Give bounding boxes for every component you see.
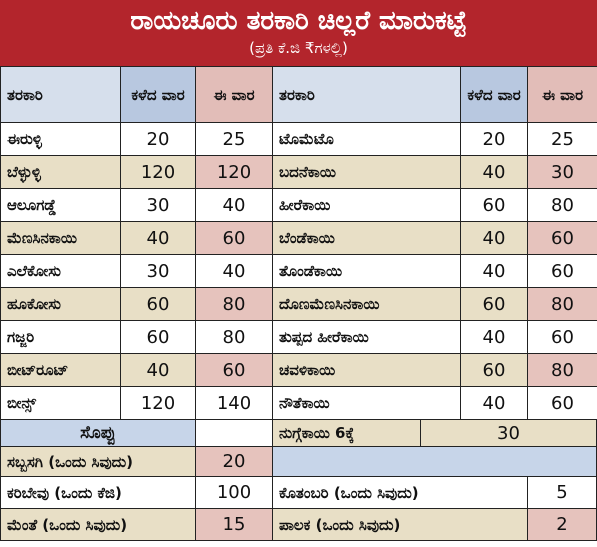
column-header: ತರಕಾರಿ xyxy=(272,66,461,123)
price: 30 xyxy=(120,254,196,288)
price: 60 xyxy=(527,254,597,288)
price: 40 xyxy=(460,320,528,354)
vegetable-name: ಚವಳಿಕಾಯಿ xyxy=(272,353,461,387)
vegetable-name: ತೊಂಡೆಕಾಯಿ xyxy=(272,254,461,288)
title: ರಾಯಚೂರು ತರಕಾರಿ ಚಿಲ್ಲರೆ ಮಾರುಕಟ್ಟೆ xyxy=(130,6,467,36)
price: 40 xyxy=(460,386,528,420)
vegetable-name: ಬೆಂಡೆಕಾಯಿ xyxy=(272,221,461,255)
price: 60 xyxy=(460,353,528,387)
price: 60 xyxy=(120,320,196,354)
price: 80 xyxy=(527,287,597,321)
green-name: ಕೊತಂಬರಿ (ಒಂದು ಸಿವುದು) xyxy=(272,476,528,509)
vegetable-name: ಬೆಳ್ಳುಳ್ಳಿ xyxy=(0,155,121,189)
price: 40 xyxy=(460,221,528,255)
green-name: ಪಾಲಕ (ಒಂದು ಸಿವುದು) xyxy=(272,508,528,541)
column-header: ತರಕಾರಿ xyxy=(0,66,121,123)
price: 25 xyxy=(195,122,273,156)
green-name: ಮೆಂತೆ (ಒಂದು ಸಿವುದು) xyxy=(0,508,196,541)
price: 15 xyxy=(195,508,273,541)
price: 30 xyxy=(120,188,196,222)
section-title: ಸೊಪ್ಪು xyxy=(0,419,196,447)
vegetable-name: ಈರುಳ್ಳಿ xyxy=(0,122,121,156)
blank-cell xyxy=(195,419,273,447)
price: 5 xyxy=(527,476,597,509)
price: 60 xyxy=(527,221,597,255)
price: 20 xyxy=(460,122,528,156)
green-name: ಕರಿಬೇವು (ಒಂದು ಕೆಜಿ) xyxy=(0,476,196,509)
vegetable-name: ಬೀಟ್‌ರೂಟ್ xyxy=(0,353,121,387)
column-header: ಈ ವಾರ xyxy=(527,66,597,123)
price: 40 xyxy=(195,188,273,222)
price: 80 xyxy=(527,353,597,387)
subtitle: (ಪ್ರತಿ ಕೆ.ಜಿ ₹ಗಳಲ್ಲಿ) xyxy=(249,39,348,57)
vegetable-name: ಬೀನ್ಸ್ xyxy=(0,386,121,420)
price: 140 xyxy=(195,386,273,420)
column-header: ಈ ವಾರ xyxy=(195,66,273,123)
price: 120 xyxy=(195,155,273,189)
price: 40 xyxy=(195,254,273,288)
blank-cell xyxy=(272,446,597,477)
vegetable-name: ತುಪ್ಪದ ಹೀರೆಕಾಯಿ xyxy=(272,320,461,354)
price: 60 xyxy=(460,287,528,321)
price: 2 xyxy=(527,508,597,541)
vegetable-name: ಎಲೆಕೋಸು xyxy=(0,254,121,288)
price: 80 xyxy=(195,287,273,321)
price: 40 xyxy=(120,353,196,387)
vegetable-name: ಬದನೆಕಾಯಿ xyxy=(272,155,461,189)
price: 60 xyxy=(120,287,196,321)
price: 120 xyxy=(120,386,196,420)
price: 60 xyxy=(195,353,273,387)
vegetable-name: ಆಲೂಗಡ್ಡೆ xyxy=(0,188,121,222)
price: 30 xyxy=(420,419,597,447)
price: 30 xyxy=(527,155,597,189)
price: 40 xyxy=(120,221,196,255)
price: 60 xyxy=(195,221,273,255)
price: 60 xyxy=(527,386,597,420)
price: 40 xyxy=(460,155,528,189)
green-name: ಸಬ್ಬಸಗಿ (ಒಂದು ಸಿವುದು) xyxy=(0,446,196,477)
vegetable-name: ಟೊಮೆಟೊ xyxy=(272,122,461,156)
vegetable-name: ಮೆಣಸಿನಕಾಯಿ xyxy=(0,221,121,255)
banner: ರಾಯಚೂರು ತರಕಾರಿ ಚಿಲ್ಲರೆ ಮಾರುಕಟ್ಟೆ (ಪ್ರತಿ … xyxy=(0,0,597,66)
vegetable-name: ಹೀರೆಕಾಯಿ xyxy=(272,188,461,222)
price: 60 xyxy=(527,320,597,354)
column-header: ಕಳೆದ ವಾರ xyxy=(120,66,196,123)
vegetable-name: ದೊಣಮೆಣಸಿನಕಾಯಿ xyxy=(272,287,461,321)
column-header: ಕಳೆದ ವಾರ xyxy=(460,66,528,123)
vegetable-name: ಗಜ್ಜರಿ xyxy=(0,320,121,354)
price: 60 xyxy=(460,188,528,222)
price: 20 xyxy=(195,446,273,477)
price: 120 xyxy=(120,155,196,189)
vegetable-name: ನೌತೆಕಾಯಿ xyxy=(272,386,461,420)
price: 100 xyxy=(195,476,273,509)
vegetable-name: ಹೂಕೋಸು xyxy=(0,287,121,321)
price: 25 xyxy=(527,122,597,156)
price: 40 xyxy=(460,254,528,288)
price: 80 xyxy=(527,188,597,222)
price: 20 xyxy=(120,122,196,156)
price: 80 xyxy=(195,320,273,354)
vegetable-name: ನುಗ್ಗೆಕಾಯಿ 6ಕ್ಕೆ xyxy=(272,419,421,447)
